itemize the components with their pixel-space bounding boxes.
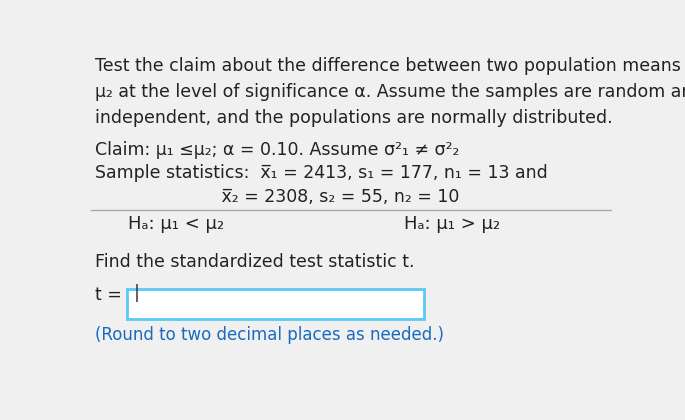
Text: Hₐ: μ₁ < μ₂: Hₐ: μ₁ < μ₂ [128, 215, 224, 234]
Text: Claim: μ₁ ≤μ₂; α = 0.10. Assume σ²₁ ≠ σ²₂: Claim: μ₁ ≤μ₂; α = 0.10. Assume σ²₁ ≠ σ²… [95, 141, 460, 159]
Text: Find the standardized test statistic t.: Find the standardized test statistic t. [95, 252, 414, 270]
Text: x̅₂ = 2308, s₂ = 55, n₂ = 10: x̅₂ = 2308, s₂ = 55, n₂ = 10 [95, 187, 460, 205]
Text: μ₂ at the level of significance α. Assume the samples are random and: μ₂ at the level of significance α. Assum… [95, 83, 685, 101]
Text: |: | [134, 284, 140, 302]
Text: independent, and the populations are normally distributed.: independent, and the populations are nor… [95, 109, 613, 126]
Text: t =: t = [95, 286, 127, 304]
Text: Sample statistics:  x̅₁ = 2413, s₁ = 177, n₁ = 13 and: Sample statistics: x̅₁ = 2413, s₁ = 177,… [95, 164, 548, 182]
Text: Test the claim about the difference between two population means μ₁ and: Test the claim about the difference betw… [95, 57, 685, 75]
Text: Hₐ: μ₁ > μ₂: Hₐ: μ₁ > μ₂ [404, 215, 500, 234]
Text: (Round to two decimal places as needed.): (Round to two decimal places as needed.) [95, 326, 444, 344]
FancyBboxPatch shape [127, 289, 424, 319]
